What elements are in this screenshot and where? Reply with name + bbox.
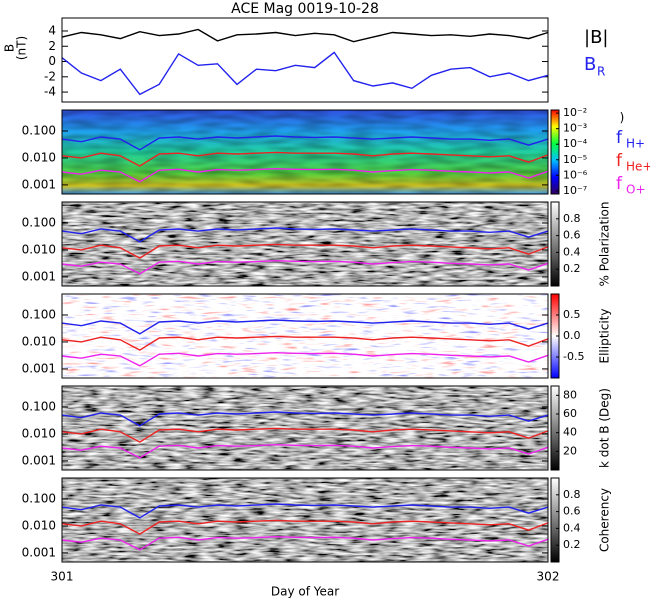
legend-subscript: O+ (626, 183, 646, 197)
colorbar (550, 477, 560, 563)
plot-frame (61, 385, 549, 471)
colorbar-label: Coherency (598, 488, 612, 552)
colorbar-tick-label: 0.2 (563, 538, 581, 551)
line (61, 411, 549, 427)
colorbar-tick-label: 0.8 (563, 488, 581, 501)
plot-frame (61, 477, 549, 563)
line (61, 519, 549, 535)
legend-label: f (616, 128, 623, 148)
legend-label: f (616, 174, 623, 194)
colorbar-tick-label: 60 (563, 407, 577, 420)
y-tick-label: 0.100 (22, 307, 56, 321)
x-axis-label: Day of Year (271, 585, 339, 599)
colorbar-tick-label: 0.4 (563, 245, 581, 258)
colorbar-tick-label: 10⁻⁵ (563, 153, 587, 166)
colorbar-tick-label: 80 (563, 388, 577, 401)
y-tick-label: 0.010 (22, 518, 56, 532)
colorbar-tick-label: 10⁻⁶ (563, 168, 588, 181)
line (61, 535, 549, 551)
y-tick-label: 0.100 (22, 215, 56, 229)
plot-frame (61, 201, 549, 287)
colorbar-label: % Polarization (598, 202, 612, 287)
line (61, 28, 549, 43)
plot-frame (61, 109, 549, 195)
y-tick-label: 0.001 (22, 361, 56, 375)
spectrogram-texture (62, 110, 548, 194)
spectrogram-texture (62, 202, 548, 286)
line (61, 259, 549, 275)
colorbar-tick-label: 10⁻⁴ (563, 137, 588, 150)
colorbar-tick-label: 10⁻² (563, 106, 587, 119)
line (61, 427, 549, 443)
colorbar-tick-label: 20 (563, 444, 577, 457)
plot-frame (61, 17, 549, 103)
y-tick-label: 0.100 (22, 399, 56, 413)
line (61, 319, 549, 335)
colorbar-label: ) (620, 111, 625, 125)
x-tick-label: 301 (51, 570, 74, 584)
y-tick-label: -4 (44, 85, 56, 99)
y-tick-label: 2 (48, 39, 56, 53)
colorbar-tick-label: 0.6 (563, 229, 581, 242)
legend-label: |B| (584, 27, 608, 48)
line (61, 151, 549, 167)
line (61, 167, 549, 183)
spectrogram-texture (62, 386, 548, 470)
line (61, 503, 549, 519)
colorbar-tick-label: 0.0 (563, 329, 581, 342)
line (61, 51, 549, 96)
y-tick-label: 0.001 (22, 269, 56, 283)
legend-subscript: He+ (626, 160, 650, 174)
line (61, 227, 549, 243)
chart-title: ACE Mag 0019-10-28 (231, 1, 379, 17)
spectrogram-texture (62, 478, 548, 562)
colorbar (550, 109, 560, 195)
legend-label: f (616, 151, 623, 171)
legend-label: B (584, 54, 596, 75)
y-tick-label: 0.010 (22, 150, 56, 164)
colorbar-tick-label: 40 (563, 426, 577, 439)
colorbar-tick-label: 10⁻⁷ (563, 184, 587, 197)
plot-frame (61, 293, 549, 379)
line (61, 443, 549, 459)
line (61, 351, 549, 367)
y-tick-label: 4 (48, 23, 56, 37)
colorbar (550, 201, 560, 287)
y-tick-label: 0.010 (22, 242, 56, 256)
x-tick-label: 302 (537, 570, 560, 584)
colorbar-tick-label: 0.6 (563, 505, 581, 518)
line (61, 335, 549, 351)
y-tick-label: 0.001 (22, 453, 56, 467)
colorbar-tick-label: 10⁻³ (563, 122, 587, 135)
y-tick-label: 0 (48, 54, 56, 68)
y-tick-label: 0.010 (22, 334, 56, 348)
y-axis-label: (nT) (15, 36, 29, 60)
y-tick-label: 0.010 (22, 426, 56, 440)
y-axis-label: B (3, 44, 17, 52)
y-tick-label: -2 (44, 69, 56, 83)
y-tick-label: 0.001 (22, 545, 56, 559)
legend-subscript: H+ (626, 137, 645, 151)
y-tick-label: 0.001 (22, 177, 56, 191)
y-tick-label: 0.100 (22, 491, 56, 505)
colorbar-label: Ellipticity (598, 309, 612, 364)
colorbar-tick-label: 0.5 (563, 308, 581, 321)
colorbar-tick-label: -0.5 (563, 350, 584, 363)
legend-subscript: R (597, 65, 605, 79)
spectrogram-texture (62, 294, 548, 378)
y-tick-label: 0.100 (22, 123, 56, 137)
colorbar-tick-label: 0.2 (563, 262, 581, 275)
line (61, 135, 549, 151)
colorbar-tick-label: 0.4 (563, 521, 581, 534)
colorbar-label: k dot B (Deg) (598, 388, 612, 468)
colorbar (550, 385, 560, 471)
line (61, 243, 549, 259)
colorbar-tick-label: 0.8 (563, 212, 581, 225)
